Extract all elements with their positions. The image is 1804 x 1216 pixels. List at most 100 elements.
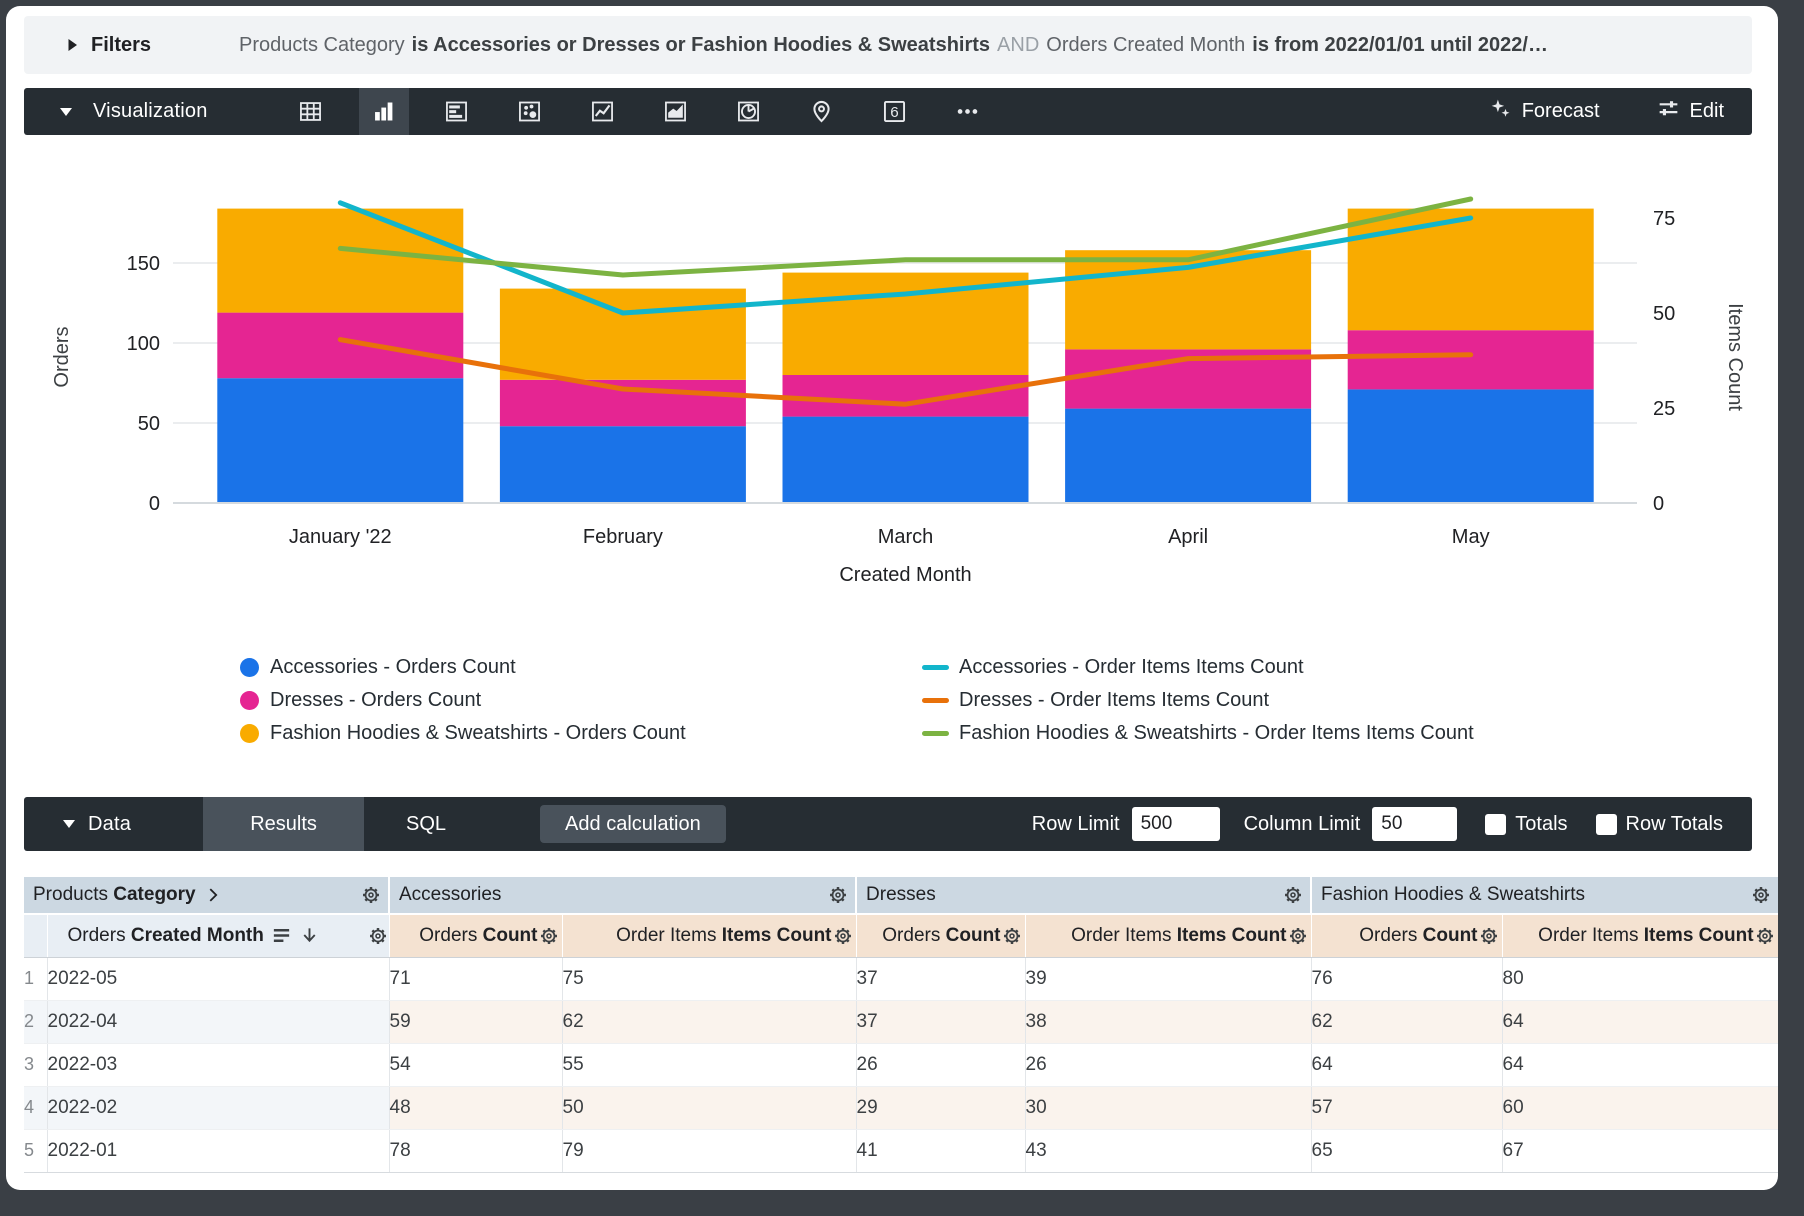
gear-icon[interactable] xyxy=(1750,884,1772,906)
measure-cell[interactable]: 50 xyxy=(562,1086,857,1130)
combo-chart[interactable]: 0 50 100 150 0 25 50 75 January '22 February March… xyxy=(24,135,1754,597)
table-chart-icon[interactable] xyxy=(286,88,336,135)
measure-cell[interactable]: 37 xyxy=(856,1000,1026,1044)
edit-button[interactable]: Edit xyxy=(1656,96,1724,127)
expand-filters-icon[interactable] xyxy=(67,38,78,52)
gear-icon[interactable] xyxy=(1754,925,1776,947)
line-chart-icon[interactable] xyxy=(578,88,628,135)
measure-cell[interactable]: 60 xyxy=(1502,1086,1778,1130)
sort-desc-icon[interactable] xyxy=(299,925,320,946)
collapse-data-icon[interactable] xyxy=(62,819,76,829)
filters-bar[interactable]: Filters Products Category is Accessories … xyxy=(24,16,1752,74)
bar-segment[interactable] xyxy=(217,208,464,313)
measure-cell[interactable]: 43 xyxy=(1025,1129,1312,1173)
gear-icon[interactable] xyxy=(360,884,382,906)
measure-cell[interactable]: 62 xyxy=(562,1000,857,1044)
row-limit-input[interactable] xyxy=(1131,807,1220,841)
dimension-cell[interactable]: 2022-05 xyxy=(47,957,390,1001)
measure-cell[interactable]: 75 xyxy=(562,957,857,1001)
measure-cell[interactable]: 57 xyxy=(1311,1086,1503,1130)
measure-cell[interactable]: 64 xyxy=(1502,1043,1778,1087)
pie-chart-icon[interactable] xyxy=(724,88,774,135)
gear-icon[interactable] xyxy=(1287,925,1309,947)
measure-cell[interactable]: 65 xyxy=(1311,1129,1503,1173)
measure-cell[interactable]: 48 xyxy=(389,1086,563,1130)
bar-segment[interactable] xyxy=(217,378,464,503)
measure-cell[interactable]: 64 xyxy=(1311,1043,1503,1087)
measure-cell[interactable]: 37 xyxy=(856,957,1026,1001)
gear-icon[interactable] xyxy=(832,925,854,947)
measure-cell[interactable]: 39 xyxy=(1025,957,1312,1001)
bar-segment[interactable] xyxy=(499,288,746,380)
column-chart-icon[interactable] xyxy=(358,88,409,135)
single-value-icon[interactable]: 6 xyxy=(870,88,920,135)
column-header-order-items-items-count[interactable]: Order Items Items Count xyxy=(562,914,857,958)
area-chart-icon[interactable] xyxy=(651,88,701,135)
forecast-button[interactable]: Forecast xyxy=(1488,96,1600,127)
measure-cell[interactable]: 67 xyxy=(1502,1129,1778,1173)
measure-cell[interactable]: 64 xyxy=(1502,1000,1778,1044)
dimension-cell[interactable]: 2022-01 xyxy=(47,1129,390,1173)
tab-sql[interactable]: SQL xyxy=(406,812,447,835)
bar-segment[interactable] xyxy=(782,272,1029,375)
gear-icon[interactable] xyxy=(1001,925,1023,947)
measure-cell[interactable]: 76 xyxy=(1311,957,1503,1001)
dimension-cell[interactable]: 2022-04 xyxy=(47,1000,390,1044)
measure-cell[interactable]: 30 xyxy=(1025,1086,1312,1130)
gear-icon[interactable] xyxy=(367,925,389,947)
column-limit-input[interactable] xyxy=(1372,807,1458,841)
legend-label: Accessories - Orders Count xyxy=(270,656,516,678)
column-header-order-items-items-count[interactable]: Order Items Items Count xyxy=(1025,914,1312,958)
bar-segment[interactable] xyxy=(782,416,1029,503)
bar-segment[interactable] xyxy=(782,375,1029,417)
line-series[interactable] xyxy=(337,196,1474,278)
add-calculation-button[interactable]: Add calculation xyxy=(540,805,726,843)
bar-chart-icon[interactable] xyxy=(432,88,482,135)
bar-segment[interactable] xyxy=(1347,208,1594,331)
gear-icon[interactable] xyxy=(538,925,560,947)
column-header-orders-count[interactable]: Orders Count xyxy=(1311,914,1503,958)
measure-cell[interactable]: 62 xyxy=(1311,1000,1503,1044)
measure-cell[interactable]: 80 xyxy=(1502,957,1778,1001)
measure-cell[interactable]: 78 xyxy=(389,1129,563,1173)
bar-segment[interactable] xyxy=(1065,408,1312,503)
bar-segment[interactable] xyxy=(499,426,746,503)
line-series[interactable] xyxy=(337,337,1474,407)
dimension-group-header[interactable]: Products Category xyxy=(24,877,390,915)
subtotal-icon[interactable] xyxy=(271,925,292,946)
measure-cell[interactable]: 38 xyxy=(1025,1000,1312,1044)
dimension-cell[interactable]: 2022-02 xyxy=(47,1086,390,1130)
measure-cell[interactable]: 59 xyxy=(389,1000,563,1044)
pivot-group-header[interactable]: Dresses xyxy=(856,877,1313,915)
measure-cell[interactable]: 71 xyxy=(389,957,563,1001)
measure-cell[interactable]: 26 xyxy=(856,1043,1026,1087)
bar-segment[interactable] xyxy=(217,312,464,379)
gear-icon[interactable] xyxy=(1282,884,1304,906)
totals-checkbox[interactable] xyxy=(1485,813,1507,835)
column-header-orders-count[interactable]: Orders Count xyxy=(856,914,1026,958)
tab-results[interactable]: Results xyxy=(203,797,365,851)
measure-cell[interactable]: 79 xyxy=(562,1129,857,1173)
column-header-order-items-items-count[interactable]: Order Items Items Count xyxy=(1502,914,1778,958)
measure-cell[interactable]: 26 xyxy=(1025,1043,1312,1087)
bar-segment[interactable] xyxy=(1347,389,1594,503)
measure-cell[interactable]: 55 xyxy=(562,1043,857,1087)
measure-cell[interactable]: 29 xyxy=(856,1086,1026,1130)
pivot-group-header[interactable]: Fashion Hoodies & Sweatshirts xyxy=(1311,877,1778,915)
pivot-group-header[interactable]: Accessories xyxy=(389,877,858,915)
gear-icon[interactable] xyxy=(1478,925,1500,947)
measure-cell[interactable]: 41 xyxy=(856,1129,1026,1173)
dimension-cell[interactable]: 2022-03 xyxy=(47,1043,390,1087)
column-header-orders-created-month[interactable]: Orders Created Month xyxy=(47,914,390,958)
line-series[interactable] xyxy=(337,200,1474,316)
gear-icon[interactable] xyxy=(827,884,849,906)
column-header-orders-count[interactable]: Orders Count xyxy=(389,914,563,958)
collapse-visualization-icon[interactable] xyxy=(59,107,73,117)
legend-label: Fashion Hoodies & Sweatshirts - Order It… xyxy=(959,722,1474,744)
map-chart-icon[interactable] xyxy=(797,88,847,135)
scatter-chart-icon[interactable] xyxy=(505,88,555,135)
measure-cell[interactable]: 54 xyxy=(389,1043,563,1087)
bar-segment[interactable] xyxy=(1347,330,1594,390)
more-options-icon[interactable] xyxy=(943,88,993,135)
row-totals-checkbox[interactable] xyxy=(1595,813,1617,835)
